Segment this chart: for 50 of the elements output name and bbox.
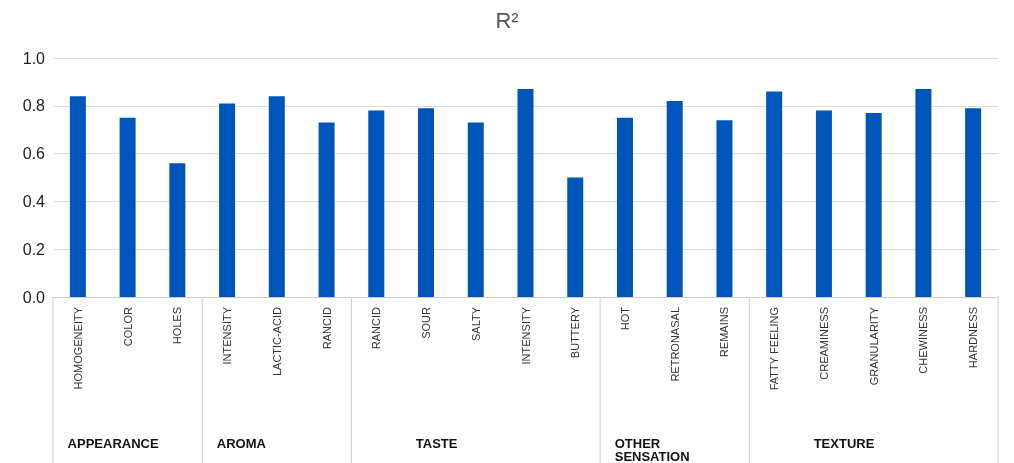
bar [915,89,932,297]
bar [368,110,385,297]
bar [716,120,733,297]
x-tick-label: FATTY FEELING [768,307,781,391]
y-tick-label: 0.2 [22,240,46,258]
x-tick-label: HOLES [171,307,184,345]
y-tick-label: 0.0 [22,288,46,306]
x-tick-label: LACTIC-ACID [270,306,283,377]
bar [169,163,186,297]
y-tick-label: 0.6 [22,145,46,163]
bar [517,89,534,297]
bar [815,110,832,297]
x-tick-label: REMAINS [718,307,731,358]
bar [766,91,783,297]
bar [666,101,683,297]
text: TEXTURE [813,436,875,451]
bar [268,96,285,297]
bar [69,96,86,297]
text: OTHER SENSATION [614,436,690,463]
x-tick-label: RETRONASAL [668,307,681,382]
x-tick-label: SALTY [469,306,482,342]
x-tick-label: INTENSITY [221,306,234,365]
chart-title: R² [495,7,519,33]
x-tick-label: INTENSITY [519,306,532,365]
y-tick-label: 0.8 [22,97,46,115]
bar [119,117,136,297]
bar [418,108,435,297]
bar [219,103,236,297]
x-tick-label: HOT [618,306,631,331]
text: AROMA [216,436,267,451]
bar [567,177,584,297]
x-tick-label: HARDNESS [967,307,980,369]
bar [865,112,882,297]
x-tick-label: SOUR [420,306,433,339]
x-tick-label: RANCID [320,306,333,350]
y-tick-label: 0.4 [22,192,46,210]
x-tick-label: CHEWINESS [917,307,930,374]
text: APPEARANCE [67,436,159,451]
x-tick-label: HOMOGENEITY [71,306,84,390]
x-tick-label: GRANULARITY [867,306,880,386]
x-tick-label: BUTTERY [569,306,582,359]
bar [965,108,982,297]
x-tick-label: CREAMINESS [817,307,830,380]
y-tick-label: 1.0 [22,49,46,67]
text: TASTE [415,436,458,451]
x-tick-label: COLOR [121,306,134,347]
bar [318,122,335,297]
bar [467,122,484,297]
bar [616,117,633,297]
x-tick-label: RANCID [370,306,383,350]
